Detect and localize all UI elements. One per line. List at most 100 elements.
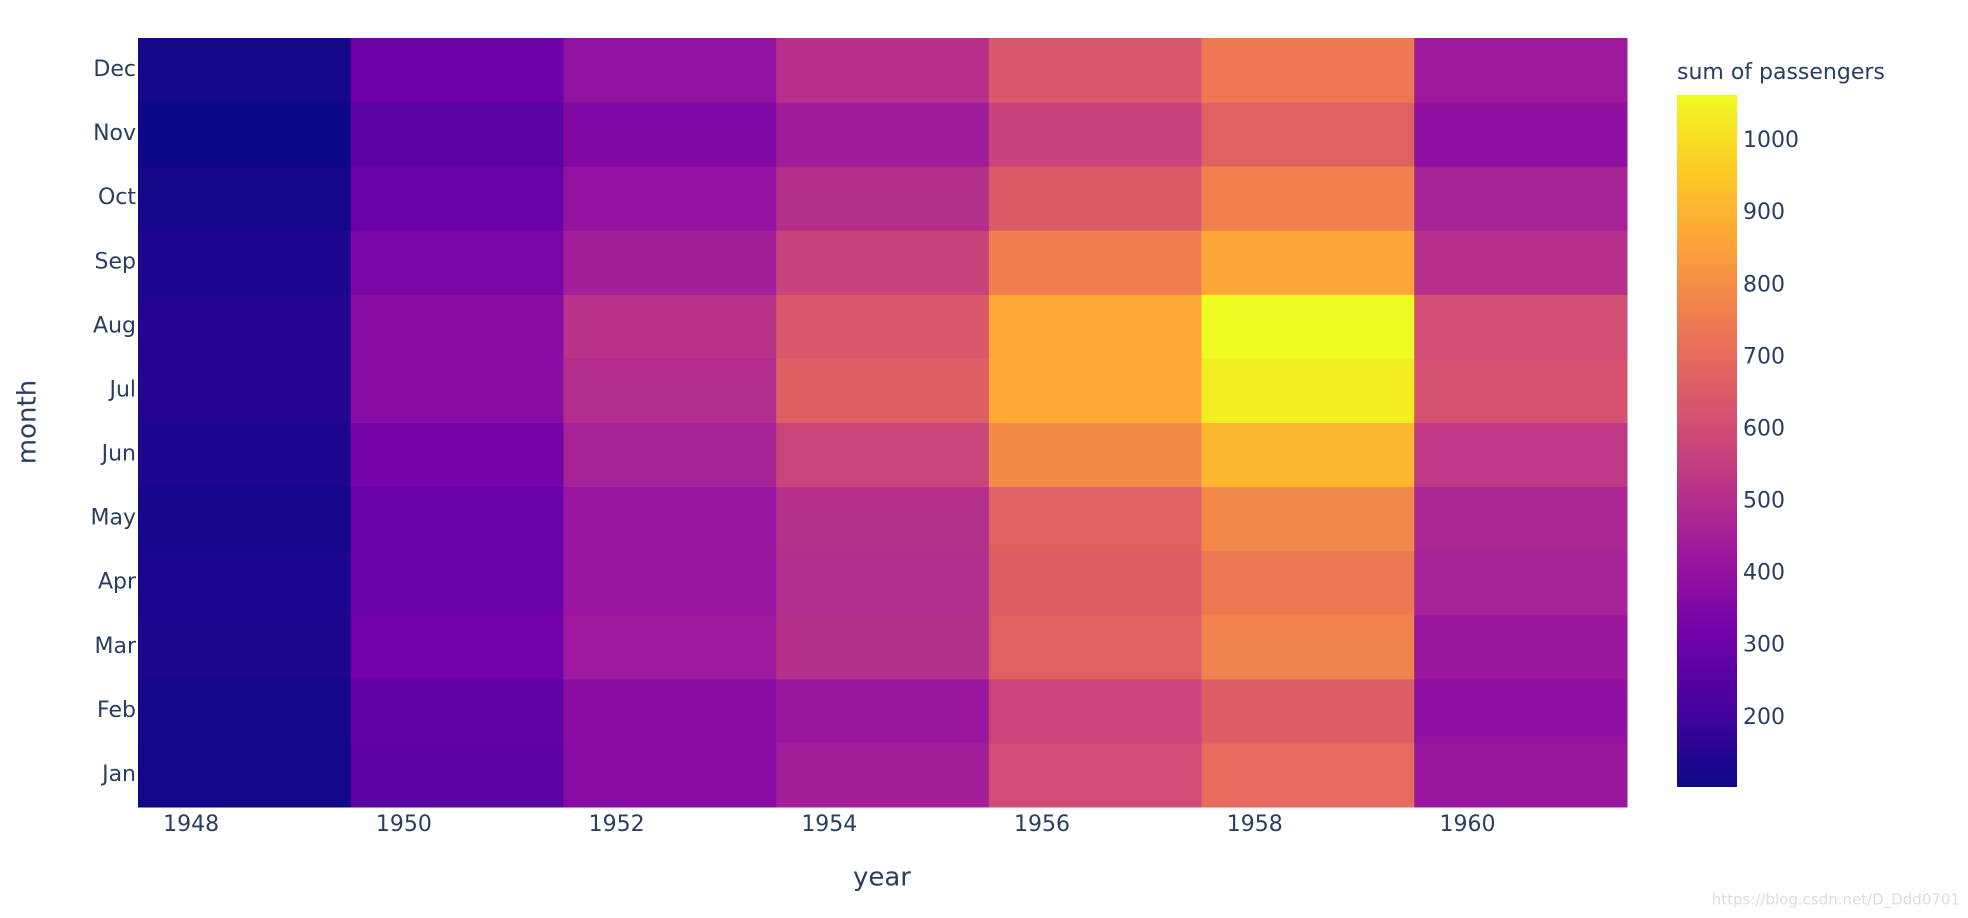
heatmap-cell [776,230,990,295]
heatmap-cell [988,166,1203,231]
colorbar-tick-label: 400 [1743,561,1785,586]
x-axis-title: year [853,863,911,893]
heatmap-cell [563,230,777,295]
y-tick-label: Aug [93,313,136,338]
heatmap-cell [138,678,352,744]
heatmap-cell [1414,422,1628,488]
heatmap-cell [988,230,1203,295]
colorbar-tick-label: 900 [1743,200,1785,225]
heatmap-cell [1201,614,1415,680]
heatmap-cell [138,230,352,295]
heatmap-cell [988,550,1203,616]
x-tick-label: 1958 [1227,812,1283,837]
heatmap-cell [776,38,990,103]
heatmap-cell [563,550,777,616]
heatmap-cell [776,550,990,616]
colorbar-tick-label: 1000 [1743,128,1799,153]
y-tick-label: May [91,506,136,531]
x-tick-label: 1952 [589,812,645,837]
heatmap-cell [563,422,777,488]
heatmap-cell [988,486,1203,552]
heatmap-cell [1201,102,1415,167]
heatmap-cell [350,422,564,488]
heatmap-cell [563,742,777,808]
heatmap-cell [1201,294,1415,359]
heatmap-cell [776,166,990,231]
colorbar-tick-label: 800 [1743,272,1785,297]
heatmap-cell [776,358,990,423]
heatmap-cell [138,614,352,680]
heatmap-cell [563,678,777,744]
heatmap-cell [776,294,990,359]
heatmap-cell [350,230,564,295]
colorbar-tick-label: 700 [1743,344,1785,369]
heatmap-cell [350,294,564,359]
heatmap-cell [988,358,1203,423]
heatmap-cell [563,166,777,231]
heatmap-cell [988,678,1203,744]
x-tick-label: 1950 [376,812,432,837]
x-tick-label: 1948 [163,812,219,837]
y-tick-label: Mar [94,634,136,659]
heatmap-cell [350,742,564,808]
heatmap-cell [776,614,990,680]
heatmap-cell [1414,742,1628,808]
y-tick-label: Apr [98,570,137,595]
heatmap-cell [350,614,564,680]
heatmap-cell [1201,230,1415,295]
colorbar-tick-label: 200 [1743,705,1785,730]
x-tick-label: 1954 [801,812,857,837]
heatmap-cell [350,550,564,616]
heatmap-cell [1201,38,1415,103]
heatmap-cell [563,294,777,359]
heatmap-cell [988,742,1203,808]
heatmap-cell [138,294,352,359]
heatmap-cell [776,422,990,488]
heatmap-cell [350,486,564,552]
heatmap-cell [138,550,352,616]
heatmap-cell [1201,486,1415,552]
colorbar [1677,95,1737,787]
y-tick-label: Feb [97,698,136,723]
heatmap-cell [138,38,352,103]
y-axis-title: month [13,380,43,464]
y-tick-label: Jan [100,762,136,787]
heatmap-cell [1414,678,1628,744]
heatmap-cell [350,358,564,423]
heatmap-cell [138,166,352,231]
heatmap-cell [350,678,564,744]
heatmap-cell [138,358,352,423]
heatmap-cell [776,678,990,744]
heatmap-cell [563,38,777,103]
x-tick-label: 1960 [1439,812,1495,837]
heatmap-cell [1201,422,1415,488]
heatmap-cell [563,486,777,552]
heatmap-cell [988,294,1203,359]
heatmap-cell [988,102,1203,167]
y-tick-label: Jun [100,442,136,467]
heatmap-cell [1201,358,1415,423]
heatmap-cell [988,38,1203,103]
heatmap-cell [138,102,352,167]
y-tick-label: Nov [93,121,136,146]
heatmap-cell [988,614,1203,680]
heatmap-cell [138,486,352,552]
heatmap-cell [350,102,564,167]
heatmap-cell [1414,230,1628,295]
heatmap-cell [350,38,564,103]
y-tick-label: Oct [98,185,136,210]
heatmap-cell [1414,614,1628,680]
heatmap-cell [1414,550,1628,616]
heatmap-cell [776,742,990,808]
heatmap-cell [1414,166,1628,231]
y-tick-label: Jul [107,377,136,402]
heatmap-cell [1414,358,1628,423]
heatmap-cell [1414,38,1628,103]
heatmap-cell [1201,550,1415,616]
heatmap-cell [563,358,777,423]
heatmap-cell [776,486,990,552]
y-tick-label: Sep [95,249,136,274]
colorbar-tick-label: 500 [1743,489,1785,514]
heatmap-cell [138,742,352,808]
